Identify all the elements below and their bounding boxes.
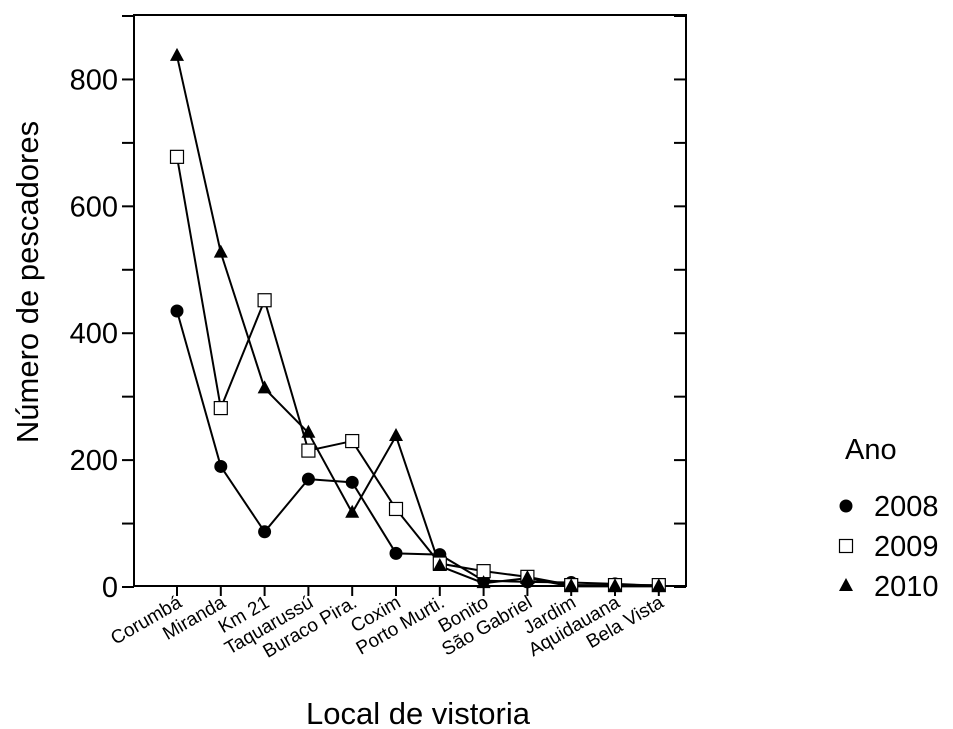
data-point-2010 — [520, 570, 535, 584]
data-point-2009 — [213, 400, 228, 416]
data-point-2008 — [170, 304, 184, 318]
legend: Ano 2008 2009 2010 — [838, 434, 939, 603]
data-point-2010 — [389, 427, 403, 441]
data-point-2010 — [651, 578, 666, 592]
y-tick-label: 200 — [70, 445, 118, 477]
legend-label-2009: 2009 — [874, 531, 939, 563]
data-point-2008 — [301, 472, 315, 486]
data-point-2008 — [389, 546, 403, 560]
data-point-2010 — [345, 504, 360, 518]
legend-items: 2008 2009 2010 — [838, 491, 939, 603]
axis-ticks — [122, 15, 686, 596]
legend-marker-2009 — [838, 538, 854, 554]
legend-title: Ano — [845, 434, 897, 466]
y-tick-label: 800 — [70, 64, 118, 96]
data-point-2009 — [388, 501, 404, 517]
y-axis-title: Número de pescadores — [10, 121, 45, 443]
series-line-2009 — [176, 156, 659, 587]
data-point-2008 — [258, 525, 272, 539]
legend-label-2010: 2010 — [874, 571, 939, 603]
x-axis-title: Local de vistoria — [306, 696, 531, 729]
data-point-2010 — [257, 380, 272, 394]
data-point-2008 — [214, 459, 228, 473]
legend-marker-2010 — [839, 577, 853, 591]
series-markers — [169, 47, 666, 593]
y-tick-label: 400 — [70, 318, 118, 350]
data-point-2010 — [432, 558, 447, 572]
data-point-2010 — [301, 424, 316, 438]
y-tick-label: 0 — [102, 572, 118, 604]
data-point-2009 — [257, 293, 272, 308]
plot-frame — [133, 14, 687, 587]
data-point-2010 — [213, 244, 228, 258]
data-point-2009 — [345, 433, 360, 449]
data-point-2009 — [301, 443, 316, 458]
series-line-2010 — [176, 55, 659, 588]
y-tick-labels: 0 200 400 600 800 — [70, 64, 118, 604]
series-lines — [176, 55, 659, 588]
legend-label-2008: 2008 — [874, 491, 939, 523]
data-point-2010 — [564, 578, 579, 592]
y-tick-label: 600 — [70, 191, 118, 223]
data-point-2010 — [170, 47, 184, 61]
legend-marker-2008 — [839, 499, 853, 513]
series-line-2008 — [176, 310, 659, 587]
data-point-2009 — [169, 149, 185, 164]
data-point-2008 — [345, 475, 359, 489]
data-point-2010 — [476, 575, 491, 589]
data-point-2010 — [608, 578, 622, 592]
